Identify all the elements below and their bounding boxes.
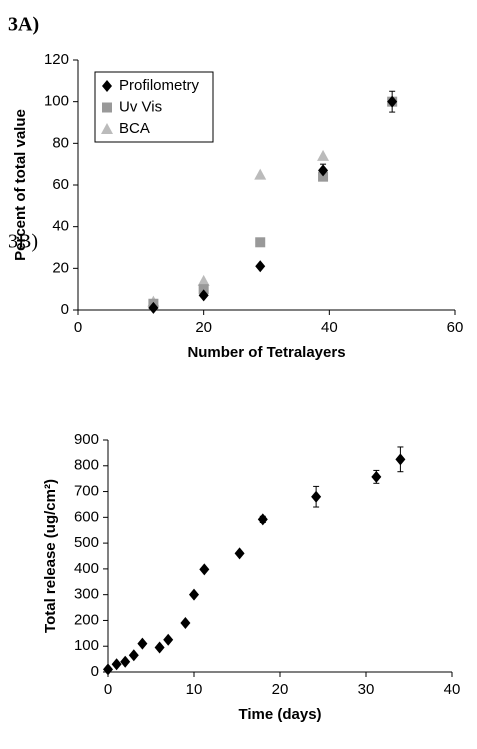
panel-label: 3A) xyxy=(8,14,39,36)
y-axis-label: Percent of total value xyxy=(12,109,29,261)
point xyxy=(395,453,406,466)
point xyxy=(371,470,382,483)
point xyxy=(234,547,245,560)
point xyxy=(103,663,113,676)
point xyxy=(317,149,330,161)
x-tick-label: 60 xyxy=(447,319,464,336)
y-tick-label: 400 xyxy=(74,560,99,577)
y-tick-label: 60 xyxy=(52,176,69,193)
point xyxy=(198,284,209,295)
y-tick-label: 120 xyxy=(44,51,69,68)
x-axis-label: Number of Tetralayers xyxy=(187,344,345,361)
point xyxy=(387,95,398,108)
y-tick-label: 0 xyxy=(91,663,99,680)
point xyxy=(154,641,165,654)
legend-label: Profilometry xyxy=(119,77,200,94)
y-tick-label: 80 xyxy=(52,134,69,151)
y-tick-label: 900 xyxy=(74,431,99,448)
x-tick-label: 20 xyxy=(272,681,289,698)
y-tick-label: 700 xyxy=(74,483,99,500)
point xyxy=(197,274,210,286)
x-tick-label: 30 xyxy=(358,681,375,698)
point xyxy=(148,301,159,314)
point xyxy=(180,617,191,630)
point xyxy=(311,490,322,503)
point xyxy=(318,171,329,182)
x-tick-label: 40 xyxy=(444,681,461,698)
x-tick-label: 0 xyxy=(74,319,82,336)
y-tick-label: 800 xyxy=(74,457,99,474)
x-tick-label: 40 xyxy=(321,319,338,336)
point xyxy=(255,237,266,248)
point xyxy=(255,260,266,273)
x-tick-label: 10 xyxy=(186,681,203,698)
point xyxy=(257,513,268,526)
point xyxy=(198,289,209,302)
x-axis-label: Time (days) xyxy=(238,706,321,723)
legend-label: BCA xyxy=(119,120,150,137)
panel-label: 3B) xyxy=(8,231,38,253)
point xyxy=(318,164,329,177)
point xyxy=(254,168,267,180)
x-tick-label: 20 xyxy=(195,319,212,336)
point xyxy=(189,588,199,601)
legend-label: Uv Vis xyxy=(119,98,162,115)
legend-box xyxy=(94,71,214,143)
y-axis-label: Total release (ug/cm²) xyxy=(42,479,59,633)
y-tick-label: 0 xyxy=(61,301,69,318)
y-tick-label: 500 xyxy=(74,534,99,551)
y-tick-label: 100 xyxy=(74,637,99,654)
point xyxy=(111,658,122,671)
legend-marker xyxy=(101,123,113,134)
point xyxy=(128,649,139,662)
point xyxy=(199,563,210,576)
legend-marker xyxy=(102,80,112,92)
point xyxy=(137,637,148,650)
y-tick-label: 200 xyxy=(74,611,99,628)
y-tick-label: 20 xyxy=(52,259,69,276)
point xyxy=(120,655,131,668)
y-tick-label: 40 xyxy=(52,218,69,235)
legend-marker xyxy=(102,102,112,113)
y-tick-label: 300 xyxy=(74,586,99,603)
x-tick-label: 0 xyxy=(104,681,112,698)
y-tick-label: 600 xyxy=(74,508,99,525)
y-tick-label: 100 xyxy=(44,93,69,110)
point xyxy=(163,633,174,646)
